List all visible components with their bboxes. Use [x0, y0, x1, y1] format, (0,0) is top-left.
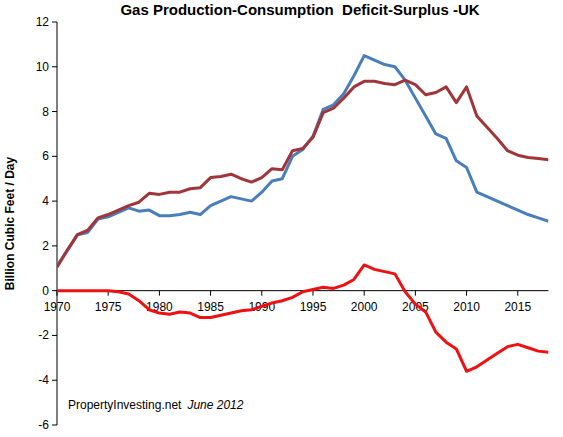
- y-tick: [52, 22, 57, 23]
- y-tick: [52, 380, 57, 381]
- y-tick: [52, 201, 57, 202]
- x-tick: [364, 291, 365, 296]
- plot-area: [57, 56, 549, 372]
- x-tick: [159, 291, 160, 296]
- y-tick-label: 6: [42, 149, 49, 163]
- x-tick: [517, 291, 518, 296]
- x-tick: [261, 291, 262, 296]
- annotation: PropertyInvesting.net June 2012: [68, 398, 244, 412]
- y-tick: [52, 245, 57, 246]
- y-tick: [52, 425, 57, 426]
- series-line: [57, 56, 549, 266]
- y-tick-label: 8: [42, 105, 49, 119]
- x-tick-label: 2000: [351, 300, 378, 314]
- y-tick: [52, 111, 57, 112]
- x-tick: [415, 291, 416, 296]
- y-tick: [52, 290, 57, 291]
- x-tick: [312, 291, 313, 296]
- y-tick: [52, 335, 57, 336]
- title: Gas Production-Consumption Deficit-Surpl…: [120, 1, 479, 18]
- y-tick-label: 12: [36, 15, 50, 29]
- series-line: [57, 80, 549, 267]
- annotation-source: PropertyInvesting.net: [68, 398, 182, 412]
- x-tick-label: 1985: [197, 300, 224, 314]
- y-tick-label: 4: [42, 194, 49, 208]
- x-tick-label: 2015: [504, 300, 531, 314]
- y-tick-label: -6: [38, 418, 49, 432]
- x-tick-label: 1995: [300, 300, 327, 314]
- y-axis-label: Billion Cubic Feet / Day: [3, 157, 17, 291]
- chart: Gas Production-Consumption Deficit-Surpl…: [0, 0, 563, 437]
- x-tick: [466, 291, 467, 296]
- y-tick-label: 2: [42, 239, 49, 253]
- y-tick: [52, 66, 57, 67]
- annotation-date: June 2012: [186, 398, 243, 412]
- x-tick-label: 1970: [44, 300, 71, 314]
- y-tick-label: 0: [42, 284, 49, 298]
- x-tick: [210, 291, 211, 296]
- y-axis: [57, 22, 58, 425]
- y-tick-label: 10: [36, 60, 50, 74]
- y-tick-label: -2: [38, 328, 49, 342]
- y-tick-label: -4: [38, 373, 49, 387]
- x-tick-label: 2010: [453, 300, 480, 314]
- x-tick-label: 1975: [95, 300, 122, 314]
- y-tick: [52, 156, 57, 157]
- series-line: [57, 265, 549, 371]
